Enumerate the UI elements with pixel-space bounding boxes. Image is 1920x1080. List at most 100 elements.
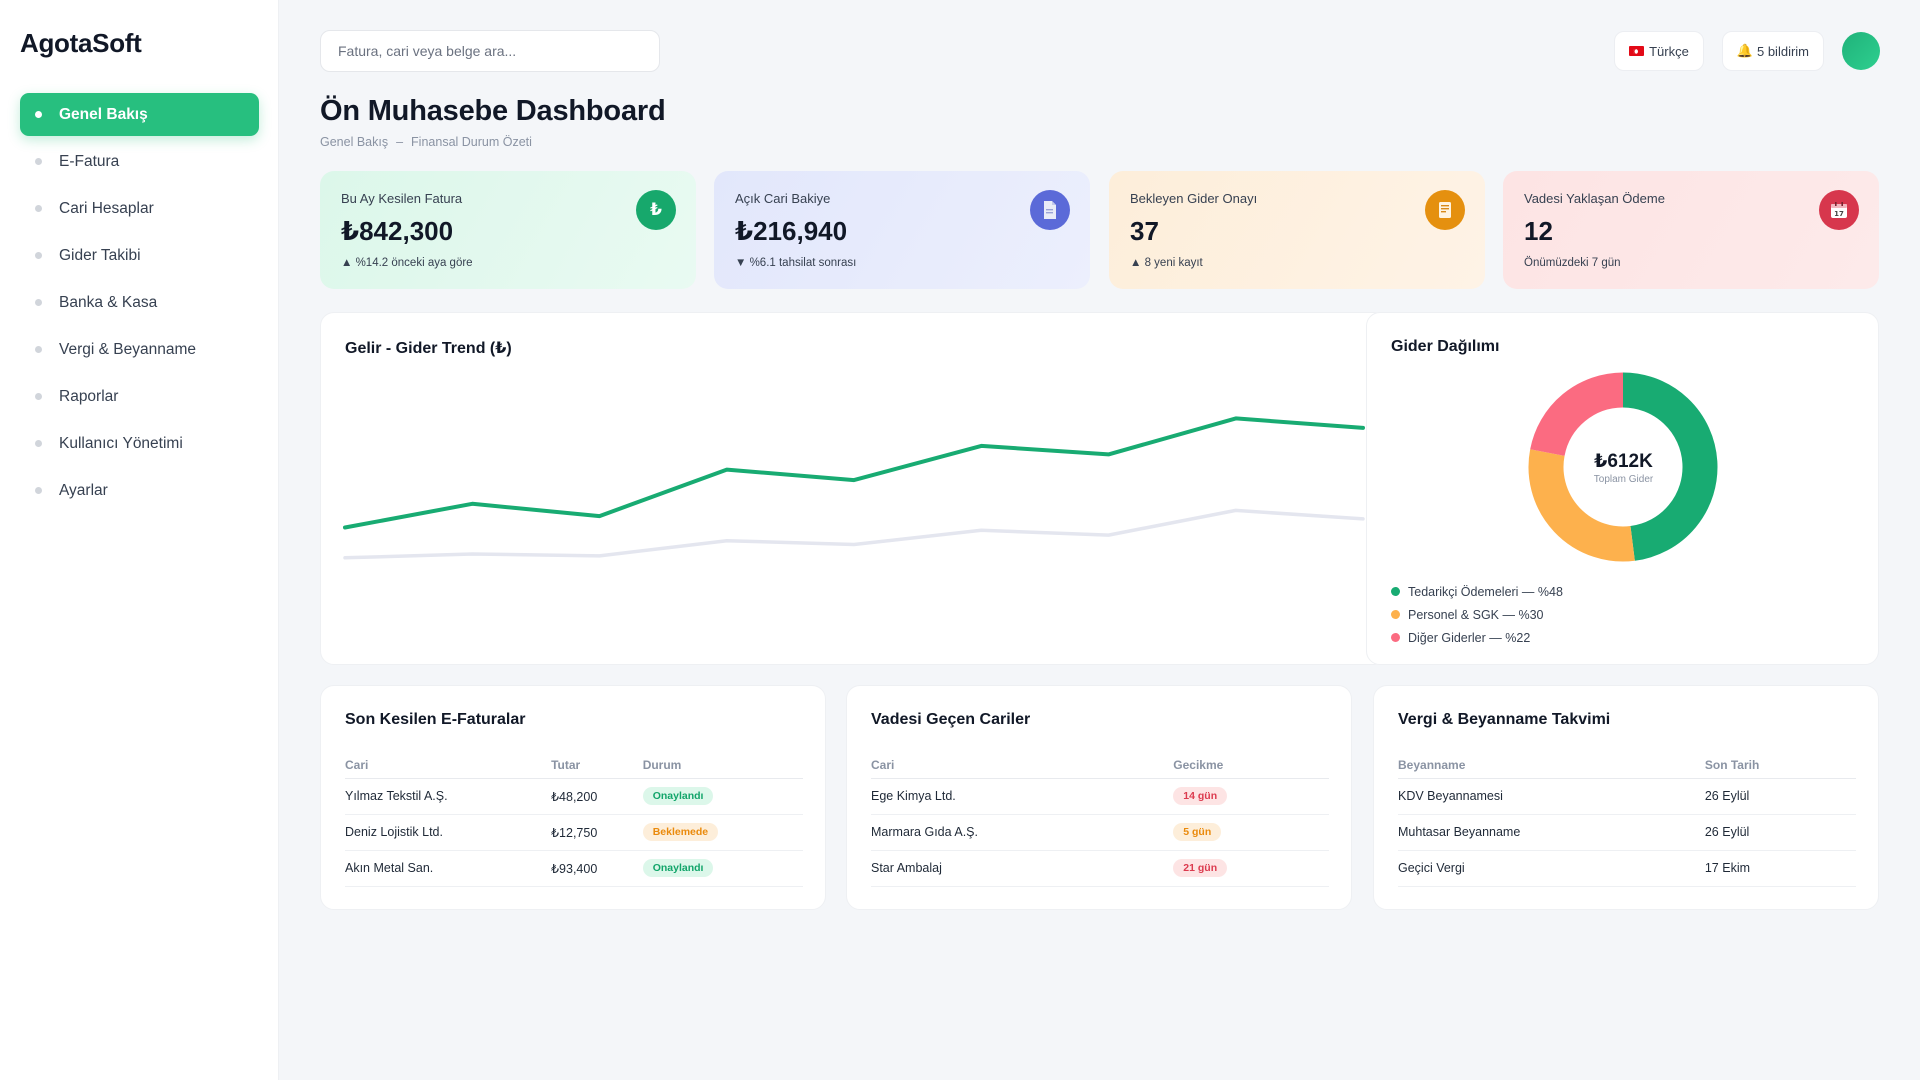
column-header: Son Tarih <box>1704 752 1856 779</box>
table-row[interactable]: Marmara Gıda A.Ş. 5 gün <box>871 814 1329 851</box>
bullet-icon <box>35 440 42 447</box>
column-header: Cari <box>871 752 1174 779</box>
cari-cell: Yılmaz Tekstil A.Ş. <box>345 778 552 815</box>
column-header: Tutar <box>551 752 643 779</box>
tax-calendar-table: Beyanname Son Tarih KDV Beyannamesi 26 E… <box>1398 752 1856 887</box>
column-header: Durum <box>642 752 803 779</box>
legend-item: Tedarikçi Ödemeleri — %48 <box>1391 580 1563 603</box>
recent-invoices-title: Son Kesilen E-Faturalar <box>345 711 526 728</box>
brand-logo[interactable]: AgotaSoft <box>20 28 142 58</box>
status-cell: Beklemede <box>642 814 803 851</box>
kpi-subtext: ▲ 8 yeni kayıt <box>1130 257 1203 269</box>
sidebar-item-kullanici-yonetimi[interactable]: Kullanıcı Yönetimi <box>20 422 259 465</box>
delay-cell: 5 gün <box>1173 814 1329 851</box>
amount-cell: ₺12,750 <box>551 814 643 851</box>
expense-donut-chart <box>1528 372 1718 562</box>
table-row[interactable]: Star Ambalaj 21 gün <box>871 850 1329 887</box>
status-badge: Beklemede <box>642 823 719 841</box>
sidebar-item-label: Raporlar <box>59 387 119 405</box>
document-icon <box>1030 190 1070 230</box>
sidebar-item-label: Genel Bakış <box>59 105 148 123</box>
breadcrumb-item: Finansal Durum Özeti <box>411 135 532 149</box>
kpi-card-open-balance[interactable]: Açık Cari Bakiye ₺216,940 ▼ %6.1 tahsila… <box>714 171 1090 289</box>
trend-chart-title: Gelir - Gider Trend (₺) <box>345 340 512 357</box>
svg-text:17: 17 <box>1834 210 1844 218</box>
bullet-icon <box>35 111 42 118</box>
main-content: Türkçe 🔔 5 bildirim Ön Muhasebe Dashboar… <box>280 0 1920 1080</box>
sidebar-item-raporlar[interactable]: Raporlar <box>20 375 259 418</box>
expense-distribution-panel: Gider Dağılımı ₺612K Toplam Gider Tedari… <box>1366 312 1879 665</box>
calendar-icon: 17 <box>1819 190 1859 230</box>
notifications-button[interactable]: 🔔 5 bildirim <box>1721 31 1824 71</box>
sidebar-item-vergi-beyanname[interactable]: Vergi & Beyanname <box>20 328 259 371</box>
kpi-card-upcoming-payments[interactable]: Vadesi Yaklaşan Ödeme 12 Önümüzdeki 7 gü… <box>1503 171 1879 289</box>
turkish-flag-icon <box>1629 46 1645 56</box>
series-line-secondary <box>343 508 1365 560</box>
lira-icon: ₺ <box>636 190 676 230</box>
sidebar-item-cari-hesaplar[interactable]: Cari Hesaplar <box>20 187 259 230</box>
kpi-value: ₺216,940 <box>735 216 848 246</box>
overdue-accounts-table: Cari Gecikme Ege Kimya Ltd. 14 gün Marma… <box>871 752 1329 887</box>
amount-cell: ₺48,200 <box>551 778 643 815</box>
sidebar-item-banka-kasa[interactable]: Banka & Kasa <box>20 281 259 324</box>
legend-label: Personel & SGK — %30 <box>1408 607 1544 622</box>
bullet-icon <box>35 299 42 306</box>
legend-label: Diğer Giderler — %22 <box>1408 630 1531 645</box>
sidebar-item-label: Gider Takibi <box>59 246 141 264</box>
trend-chart-panel: Gelir - Gider Trend (₺) <box>320 312 1387 665</box>
table-row[interactable]: Geçici Vergi 17 Ekim <box>1398 850 1856 887</box>
sidebar-item-label: Vergi & Beyanname <box>59 340 197 358</box>
delay-badge: 14 gün <box>1173 787 1228 805</box>
status-cell: Onaylandı <box>642 850 803 887</box>
tax-calendar-panel: Vergi & Beyanname Takvimi Beyanname Son … <box>1373 685 1879 910</box>
donut-slice-1 <box>1622 372 1718 561</box>
trend-chart <box>343 416 1365 560</box>
due-date-cell: 17 Ekim <box>1704 850 1856 887</box>
donut-total-value: ₺612K <box>1594 451 1653 472</box>
kpi-label: Vadesi Yaklaşan Ödeme <box>1524 191 1665 206</box>
table-row[interactable]: Muhtasar Beyanname 26 Eylül <box>1398 814 1856 851</box>
search-input[interactable] <box>320 30 660 72</box>
cari-cell: Deniz Lojistik Ltd. <box>345 814 552 851</box>
kpi-card-invoices[interactable]: Bu Ay Kesilen Fatura ₺842,300 ▲ %14.2 ön… <box>320 171 696 289</box>
breadcrumb-item[interactable]: Genel Bakış <box>320 135 389 149</box>
table-row[interactable]: Ege Kimya Ltd. 14 gün <box>871 778 1329 815</box>
breadcrumb: Genel Bakış – Finansal Durum Özeti <box>320 135 532 149</box>
column-header: Beyanname <box>1398 752 1705 779</box>
sidebar-item-label: Ayarlar <box>59 481 108 499</box>
notifications-label: 5 bildirim <box>1756 43 1809 59</box>
sidebar-item-label: Banka & Kasa <box>59 293 158 311</box>
delay-cell: 21 gün <box>1173 850 1329 887</box>
bell-icon: 🔔 <box>1736 43 1753 58</box>
sidebar-item-genel-bakis[interactable]: Genel Bakış <box>20 93 259 136</box>
sidebar-item-gider-takibi[interactable]: Gider Takibi <box>20 234 259 277</box>
delay-cell: 14 gün <box>1173 778 1329 815</box>
sidebar: AgotaSoft Genel Bakış E-Fatura Cari Hesa… <box>0 0 279 1080</box>
kpi-label: Açık Cari Bakiye <box>735 191 831 206</box>
delay-badge: 5 gün <box>1173 823 1222 841</box>
kpi-label: Bu Ay Kesilen Fatura <box>341 191 463 206</box>
table-row[interactable]: Deniz Lojistik Ltd. ₺12,750 Beklemede <box>345 814 803 851</box>
series-line-primary <box>343 416 1365 530</box>
declaration-cell: Geçici Vergi <box>1398 850 1705 887</box>
overdue-accounts-title: Vadesi Geçen Cariler <box>871 711 1031 728</box>
table-row[interactable]: KDV Beyannamesi 26 Eylül <box>1398 778 1856 815</box>
expense-distribution-title: Gider Dağılımı <box>1391 338 1500 355</box>
kpi-subtext: ▼ %6.1 tahsilat sonrası <box>735 257 857 269</box>
table-row[interactable]: Akın Metal San. ₺93,400 Onaylandı <box>345 850 803 887</box>
table-row[interactable]: Yılmaz Tekstil A.Ş. ₺48,200 Onaylandı <box>345 778 803 815</box>
avatar[interactable] <box>1842 32 1880 70</box>
language-selector[interactable]: Türkçe <box>1614 31 1704 71</box>
table-header-row: Cari Gecikme <box>871 752 1329 779</box>
kpi-card-pending-expenses[interactable]: Bekleyen Gider Onayı 37 ▲ 8 yeni kayıt <box>1109 171 1485 289</box>
recent-invoices-panel: Son Kesilen E-Faturalar Cari Tutar Durum… <box>320 685 826 910</box>
kpi-subtext: Önümüzdeki 7 gün <box>1524 257 1621 269</box>
topbar-actions: Türkçe 🔔 5 bildirim <box>1614 31 1880 71</box>
sidebar-item-ayarlar[interactable]: Ayarlar <box>20 469 259 512</box>
breadcrumb-separator: – <box>396 135 404 149</box>
donut-total-label: Toplam Gider <box>1593 474 1654 485</box>
donut-legend: Tedarikçi Ödemeleri — %48 Personel & SGK… <box>1391 580 1563 649</box>
language-label: Türkçe <box>1649 43 1689 59</box>
sidebar-item-e-fatura[interactable]: E-Fatura <box>20 140 259 183</box>
bullet-icon <box>35 252 42 259</box>
